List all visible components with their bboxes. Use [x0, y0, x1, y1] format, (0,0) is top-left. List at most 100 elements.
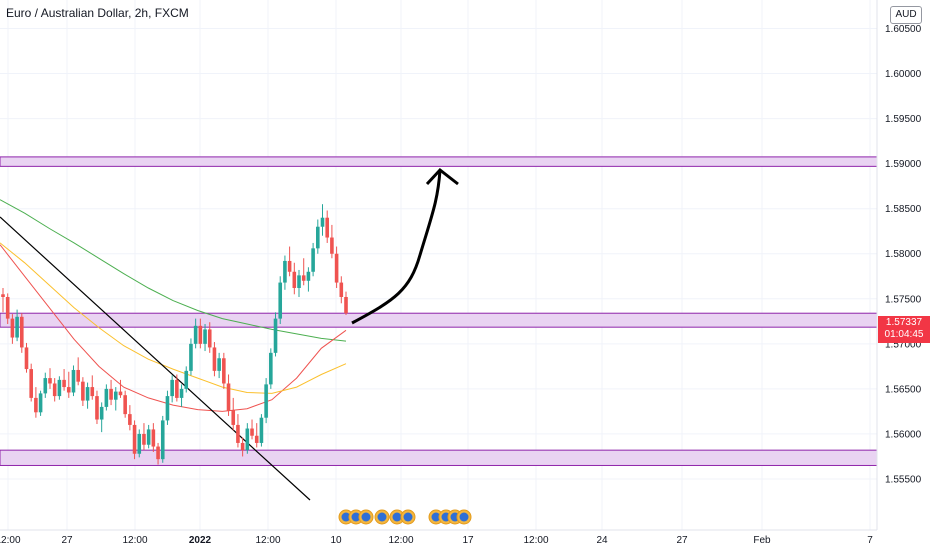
candle-body	[250, 428, 254, 436]
candle-body	[344, 296, 348, 314]
candle-body	[151, 429, 156, 447]
time-tick-label: 12:00	[523, 535, 548, 546]
candle-body	[123, 395, 127, 415]
candle-body	[146, 429, 151, 445]
moving-average-line	[0, 242, 347, 394]
projection-arrow[interactable]	[351, 169, 442, 325]
candle-body	[254, 435, 259, 443]
time-tick-label: 17	[462, 535, 474, 546]
candle-body	[236, 424, 240, 443]
time-tick-label: 27	[676, 535, 688, 546]
event-marker-flag-icon	[431, 512, 441, 522]
candle-body	[339, 282, 344, 297]
candle-body	[330, 237, 334, 254]
candle-body	[320, 217, 325, 227]
price-tick-label: 1.59500	[885, 114, 922, 125]
candle-body	[38, 393, 43, 413]
event-marker-flag-icon	[351, 512, 361, 522]
candle-body	[193, 325, 198, 344]
candle-body	[99, 406, 104, 420]
candle-body	[179, 388, 184, 398]
time-tick-label: 12:00	[0, 535, 21, 546]
support-resistance-zone	[0, 312, 878, 328]
candle-body	[212, 347, 217, 371]
candle-body	[301, 275, 306, 281]
candles	[1, 204, 348, 465]
candle-body	[198, 325, 203, 344]
candle-body	[203, 329, 207, 344]
candle-body	[311, 248, 315, 272]
candle-body	[240, 442, 245, 451]
time-tick-label: 12:00	[122, 535, 147, 546]
candle-body	[104, 388, 109, 407]
time-tick-label: 2022	[189, 535, 212, 546]
event-marker-flag-icon	[459, 512, 469, 522]
moving-average-line	[0, 199, 347, 342]
time-tick-label: 12:00	[255, 535, 280, 546]
candle-body	[137, 433, 142, 454]
candle-body	[34, 397, 38, 413]
time-axis[interactable]: 12:00 27 12:00 2022 12:00 10 12:00 17 12:00 24 27 F…	[0, 535, 873, 546]
event-marker-flag-icon	[361, 512, 371, 522]
price-tick-label: 1.57000	[885, 339, 922, 350]
price-tick-label: 1.56500	[885, 384, 922, 395]
candle-body	[52, 383, 57, 397]
candle-body	[264, 384, 268, 418]
support-resistance-zone	[0, 156, 878, 167]
price-tick-label: 1.58500	[885, 204, 922, 215]
moving-average-line	[0, 244, 347, 412]
candle-body	[81, 381, 85, 401]
last-price-value: 1.57337	[885, 317, 923, 328]
candle-body	[66, 387, 71, 393]
candle-body	[334, 253, 339, 283]
event-marker-flag-icon	[392, 512, 402, 522]
event-marker-flag-icon	[403, 512, 413, 522]
price-tick-label: 1.59000	[885, 159, 922, 170]
time-tick-label: 7	[867, 535, 873, 546]
candle-body	[184, 370, 189, 389]
candle-body	[95, 396, 99, 420]
candle-body	[1, 294, 5, 297]
candle-body	[278, 282, 283, 319]
candle-countdown: 01:04:45	[884, 329, 924, 340]
candle-body	[90, 387, 95, 397]
last-price-badge: 1.57337 01:04:45	[878, 316, 930, 343]
price-tick-label: 1.58000	[885, 249, 922, 260]
trendline[interactable]	[0, 216, 311, 501]
candle-body	[43, 378, 48, 394]
candle-body	[48, 378, 52, 384]
time-tick-label: 10	[330, 535, 342, 546]
event-markers[interactable]	[338, 509, 472, 525]
candle-body	[19, 316, 24, 348]
price-tick-label: 1.57500	[885, 294, 922, 305]
candle-body	[306, 271, 311, 281]
candle-body	[15, 316, 19, 338]
candle-body	[170, 379, 174, 397]
price-tick-label: 1.55500	[885, 474, 922, 485]
candle-body	[62, 379, 66, 388]
candle-body	[160, 420, 165, 460]
candle-body	[283, 260, 287, 283]
time-tick-label: Feb	[753, 535, 771, 546]
candle-body	[128, 414, 132, 425]
price-tick-label: 1.60500	[885, 24, 922, 35]
price-axis[interactable]: 1.60500 1.60000 1.59500 1.59000 1.58500 1.580…	[885, 24, 922, 485]
support-resistance-zone	[0, 449, 878, 466]
candle-body	[207, 329, 212, 348]
candle-body	[132, 424, 137, 454]
candle-body	[142, 433, 146, 445]
price-tick-label: 1.56000	[885, 429, 922, 440]
candle-body	[71, 369, 76, 393]
time-tick-label: 24	[596, 535, 608, 546]
candle-body	[316, 226, 320, 249]
candle-body	[325, 217, 330, 238]
candle-body	[222, 358, 226, 384]
candle-body	[245, 428, 250, 451]
candle-body	[269, 352, 273, 385]
candle-body	[175, 379, 179, 398]
candle-body	[156, 446, 160, 460]
candle-body	[273, 318, 278, 353]
currency-badge[interactable]: AUD	[890, 6, 922, 24]
price-tick-label: 1.60000	[885, 69, 922, 80]
